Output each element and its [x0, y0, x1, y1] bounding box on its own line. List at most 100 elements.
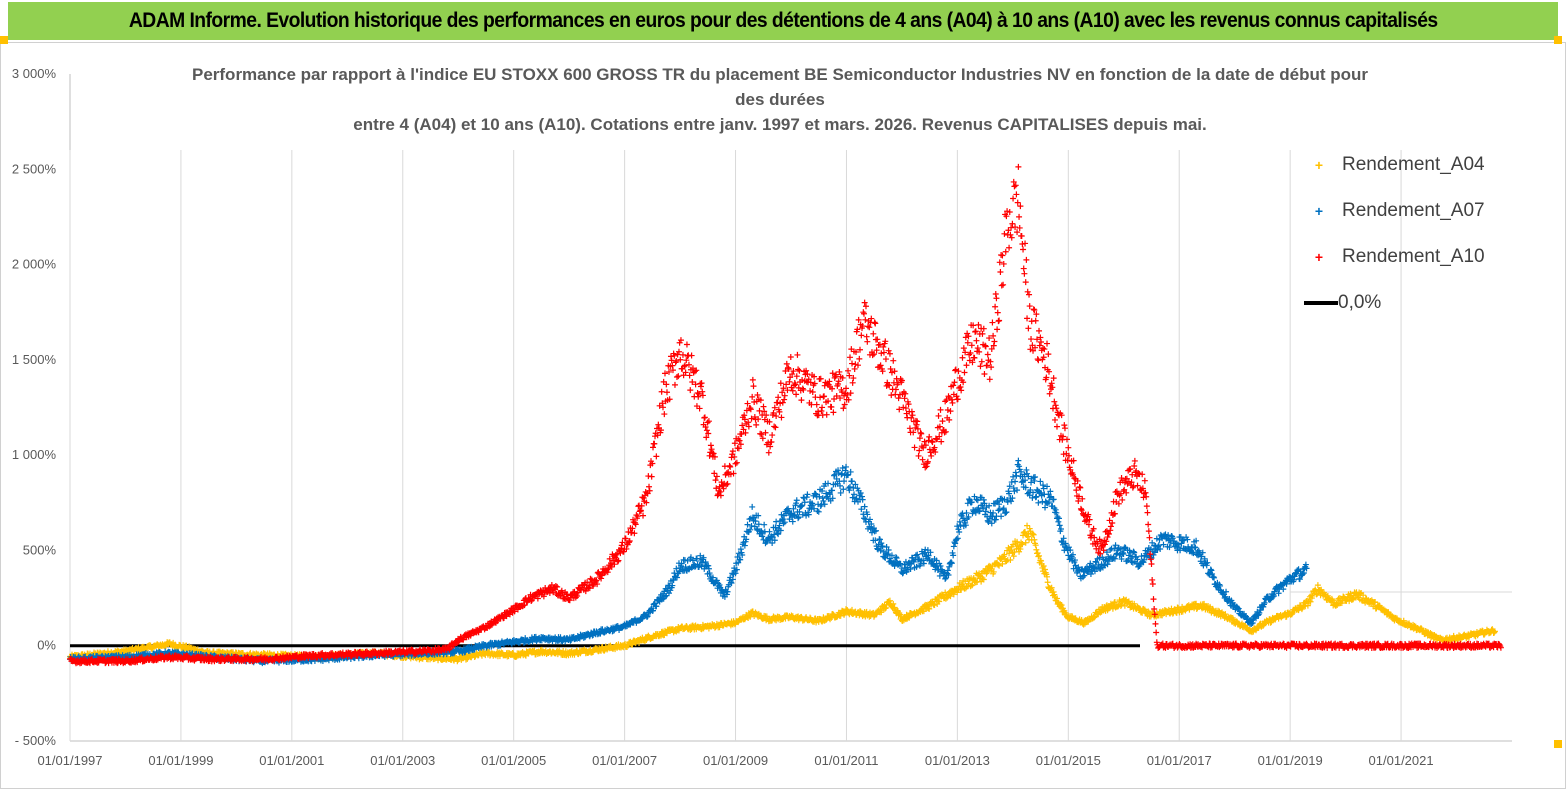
x-tick-label: 01/01/2015 [1036, 753, 1101, 768]
data-point [899, 617, 906, 624]
data-point [1050, 588, 1057, 595]
data-point [683, 341, 690, 348]
data-point [1030, 531, 1037, 538]
y-tick-label: 2 500% [12, 161, 57, 176]
data-point [1024, 533, 1031, 540]
data-point [926, 605, 933, 612]
data-point [985, 519, 992, 526]
data-point [1111, 599, 1118, 606]
data-point [837, 612, 844, 619]
data-point [1035, 553, 1042, 560]
data-point [673, 357, 680, 364]
data-point [671, 381, 678, 388]
data-point [675, 373, 682, 380]
data-point [1018, 541, 1025, 548]
data-point [798, 503, 805, 510]
data-point [646, 483, 653, 490]
data-point [1031, 536, 1038, 543]
data-point [1036, 552, 1043, 559]
data-point [673, 373, 680, 380]
data-point [1015, 457, 1022, 464]
data-point [950, 591, 957, 598]
y-tick-label: 3 000% [12, 66, 57, 81]
data-point [1141, 606, 1148, 613]
y-tick-label: - 500% [15, 733, 57, 748]
data-point [995, 507, 1002, 514]
data-point [650, 444, 657, 451]
data-point [698, 380, 705, 387]
data-point [1130, 548, 1137, 555]
data-point [1024, 522, 1031, 529]
data-point [1109, 605, 1116, 612]
data-point [954, 586, 961, 593]
data-point [697, 383, 704, 390]
data-point [695, 393, 702, 400]
data-point [663, 389, 670, 396]
data-point [1125, 599, 1132, 606]
x-tick-label: 01/01/2007 [592, 753, 657, 768]
data-point [1007, 557, 1014, 564]
data-point [1017, 546, 1024, 553]
data-point [968, 582, 975, 589]
corner-handle[interactable] [1554, 740, 1562, 748]
data-point [686, 372, 693, 379]
data-point [1053, 595, 1060, 602]
data-point [648, 473, 655, 480]
data-point [674, 351, 681, 358]
data-point [882, 605, 889, 612]
chart-frame [0, 42, 1566, 789]
data-point [1111, 599, 1118, 606]
x-tick-label: 01/01/2013 [925, 753, 990, 768]
data-point [1057, 601, 1064, 608]
data-point [882, 604, 889, 611]
data-point [749, 503, 756, 510]
data-point [747, 613, 754, 620]
data-point [969, 581, 976, 588]
data-point [1010, 541, 1017, 548]
data-point [622, 640, 629, 647]
data-point [996, 562, 1003, 569]
data-point [998, 513, 1005, 520]
data-point [653, 453, 660, 460]
header-banner: ADAM Informe. Evolution historique des p… [8, 2, 1558, 40]
data-point [651, 440, 658, 447]
y-tick-label: 2 000% [12, 257, 57, 272]
data-point [843, 463, 850, 470]
data-point [906, 614, 913, 621]
data-point [1042, 566, 1049, 573]
data-point [891, 604, 898, 611]
data-point [1029, 530, 1036, 537]
data-point [688, 352, 695, 359]
data-point [1019, 541, 1026, 548]
data-point [950, 543, 957, 550]
data-point [849, 478, 856, 485]
data-point [655, 421, 662, 428]
data-point [1118, 601, 1125, 608]
data-point [890, 600, 897, 607]
data-point [878, 609, 885, 616]
data-point [958, 586, 965, 593]
data-point [876, 536, 883, 543]
data-point [1038, 557, 1045, 564]
data-point [1123, 558, 1130, 565]
series-rendement-a10 [67, 163, 1504, 667]
data-point [804, 491, 811, 498]
data-point [931, 602, 938, 609]
data-point [971, 578, 978, 585]
x-tick-label: 01/01/2001 [259, 753, 324, 768]
corner-handle[interactable] [0, 36, 8, 44]
data-point [633, 512, 640, 519]
data-point [793, 497, 800, 504]
corner-handle[interactable] [1554, 36, 1562, 44]
data-point [942, 575, 949, 582]
data-point [247, 649, 254, 656]
data-point [841, 610, 848, 617]
data-point [1034, 549, 1041, 556]
data-point [661, 411, 668, 418]
data-point [1091, 614, 1098, 621]
data-point [643, 636, 650, 643]
data-point [1003, 558, 1010, 565]
data-point [947, 593, 954, 600]
data-point [462, 656, 469, 663]
